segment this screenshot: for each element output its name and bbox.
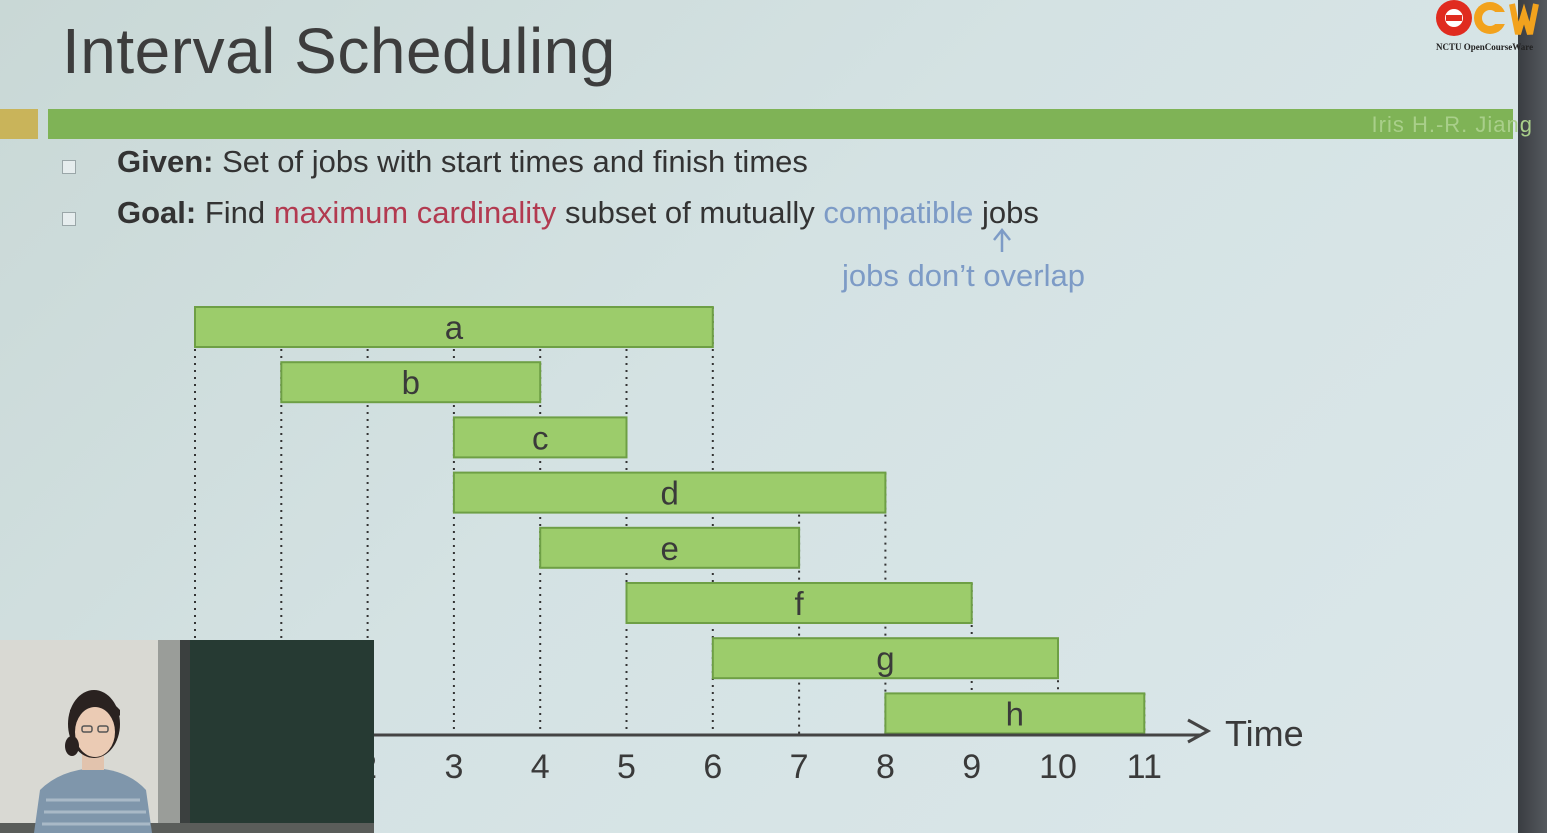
job-label-b: b [402,364,420,401]
job-label-h: h [1006,695,1024,732]
job-label-d: d [660,475,678,512]
goal-post: jobs [981,195,1039,230]
speaker-camera-inset [0,640,374,833]
bullet-marker [62,212,76,226]
tick-label-4: 4 [531,748,550,786]
bullet-marker [62,160,76,174]
job-bar-e [539,526,801,569]
job-bar-d [452,471,887,514]
author-name: Iris H.-R. Jiang [1371,112,1533,137]
goal-highlight-max-cardinality: maximum cardinality [273,195,557,230]
slide-title: Interval Scheduling [62,15,616,87]
given-label: Given: [117,144,214,179]
job-bar-h [884,692,1146,735]
job-label-c: c [532,419,549,456]
speaker-figure [34,690,152,833]
tick-label-10: 10 [1039,748,1077,786]
tick-label-8: 8 [876,748,895,786]
given-line: Given: Set of jobs with start times and … [117,144,808,180]
job-bar-a [194,306,714,348]
time-axis: Time345678910112 [330,713,1304,786]
chalkboard [190,640,374,833]
goal-pre: Find [204,195,266,230]
tick-label-6: 6 [703,748,722,786]
header-bar-accent [0,109,38,139]
axis-arrowhead [1187,718,1212,744]
job-label-a: a [445,309,464,346]
job-bars: ab c de f g h [194,306,1146,735]
ocw-logo [1436,0,1539,36]
screen-edge [1518,0,1547,833]
tick-label-11: 11 [1127,748,1162,786]
job-bar-b [280,361,542,404]
ocw-logo-subtext: NCTU OpenCourseWare [1436,42,1534,52]
tick-label-5: 5 [617,748,636,786]
annotation-arrowhead [993,227,1011,241]
goal-highlight-compatible: compatible [823,195,974,230]
job-label-f: f [795,585,805,622]
job-label-g: g [876,640,894,677]
goal-label: Goal: [117,195,197,230]
annotation-text: jobs don’t overlap [842,258,1085,293]
tick-label-9: 9 [962,748,981,786]
given-text: Set of jobs with start times and finish … [222,144,808,179]
job-bar-g [711,637,1059,680]
header-bar [48,109,1513,139]
job-label-e: e [660,530,678,567]
axis-label: Time [1225,713,1304,754]
tick-label-3: 3 [444,748,463,786]
job-bar-f [625,582,973,624]
goal-line: Goal: Find maximum cardinality subset of… [117,195,1039,231]
tick-label-7: 7 [790,748,809,786]
goal-mid: subset of mutually [564,195,815,230]
job-bar-c [452,416,628,459]
